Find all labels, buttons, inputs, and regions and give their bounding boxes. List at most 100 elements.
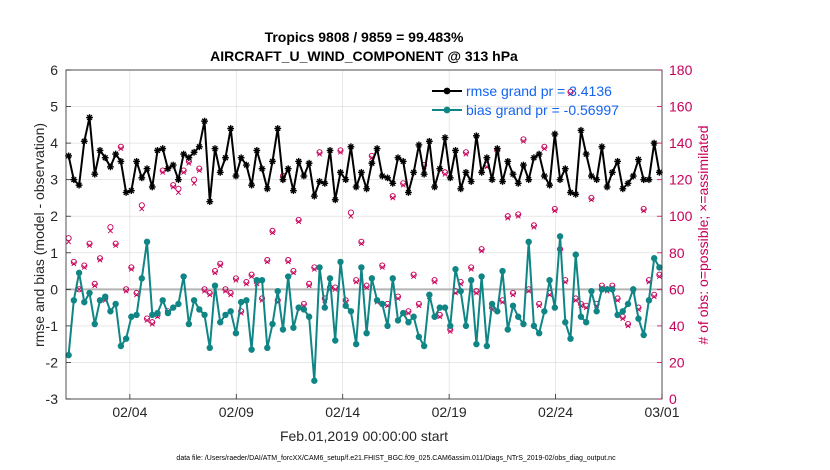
rmse-point <box>420 170 428 178</box>
rmse-point-stroke <box>327 147 333 154</box>
rmse-point <box>175 176 182 184</box>
rmse-point-stroke <box>646 176 652 183</box>
obs-assimilated-point <box>149 321 155 327</box>
y2-tick-label: 160 <box>669 99 693 115</box>
obs-assimilated-stroke <box>296 219 302 225</box>
bias-point <box>515 313 522 320</box>
bias-point <box>91 320 98 328</box>
bias-point <box>520 320 527 328</box>
rmse-point <box>478 168 486 176</box>
bias-point <box>635 315 642 322</box>
bias-point <box>143 238 151 246</box>
rmse-point-stroke <box>97 147 103 154</box>
obs-assimilated-point <box>364 284 370 291</box>
obs-assimilated-stroke <box>160 169 166 175</box>
bias-point <box>122 335 130 342</box>
legend-bias-label: bias grand pr = -0.56997 <box>466 102 619 118</box>
obs-possible-point <box>259 295 266 302</box>
bias-point <box>305 313 313 320</box>
rmse-point-stroke <box>253 147 260 154</box>
obs-possible-point <box>551 205 558 212</box>
rmse-point <box>295 157 303 165</box>
rmse-point <box>467 178 475 185</box>
bias-point <box>232 330 240 337</box>
obs-possible-point <box>588 194 595 201</box>
rmse-point-stroke <box>499 178 506 185</box>
rmse-point <box>363 185 371 193</box>
bias-point <box>504 326 511 333</box>
chart-title: Tropics 9808 / 9859 = 99.483% <box>265 29 464 45</box>
rmse-point <box>75 181 83 189</box>
obs-possible-point <box>468 264 475 271</box>
obs-assimilated-point <box>118 146 124 152</box>
rmse-point <box>216 168 224 176</box>
rmse-point-stroke <box>222 154 229 161</box>
obs-assimilated-point <box>500 299 506 305</box>
rmse-point <box>290 187 297 195</box>
rmse-point-stroke <box>489 176 495 183</box>
rmse-point <box>300 172 308 180</box>
rmse-point-stroke <box>572 191 579 198</box>
obs-possible-point <box>243 278 250 286</box>
obs-possible-point <box>363 282 370 289</box>
obs-assimilated-stroke <box>390 195 396 201</box>
obs-assimilated-point <box>573 297 579 303</box>
x-tick-label: 03/01 <box>644 404 679 420</box>
obs-possible-point <box>227 289 234 297</box>
rmse-point <box>608 168 616 176</box>
rmse-point <box>425 137 433 145</box>
rmse-point-stroke <box>379 173 386 179</box>
bias-point <box>415 333 423 341</box>
rmse-point <box>269 157 276 165</box>
rmse-point-stroke <box>457 185 464 192</box>
obs-assimilated-stroke <box>515 213 521 219</box>
obs-possible-point <box>112 240 119 247</box>
plot-area: -3-2-1012345602040608010012014016018002/… <box>46 62 693 420</box>
rmse-point-stroke <box>635 156 642 163</box>
rmse-point <box>159 145 167 152</box>
obs-assimilated-point <box>317 151 323 157</box>
y2-tick-label: 100 <box>669 208 693 224</box>
obs-assimilated-stroke <box>228 292 234 298</box>
obs-assimilated-point <box>170 184 176 190</box>
rmse-point <box>405 189 412 196</box>
bias-point <box>169 304 177 311</box>
rmse-point-stroke <box>468 178 475 185</box>
obs-assimilated-point <box>400 182 406 188</box>
rmse-point-stroke <box>557 176 563 183</box>
rmse-point-stroke <box>112 151 119 157</box>
obs-assimilated-point <box>113 242 119 248</box>
bias-point <box>384 322 391 330</box>
rmse-point <box>211 145 219 152</box>
bias-point <box>295 304 302 311</box>
y-tick-label: 4 <box>50 135 58 151</box>
bias-point <box>410 313 417 320</box>
obs-possible-point <box>295 216 302 223</box>
rmse-point-stroke <box>374 145 380 152</box>
y-tick-label: 2 <box>50 208 58 224</box>
bias-point <box>112 300 119 308</box>
rmse-point-stroke <box>149 184 156 190</box>
obs-assimilated-stroke <box>97 257 103 263</box>
obs-assimilated-stroke <box>113 242 119 248</box>
bias-point <box>290 324 297 331</box>
rmse-point <box>201 117 208 125</box>
x-tick-label: 02/24 <box>538 404 573 420</box>
obs-possible-point <box>624 321 632 328</box>
rmse-point-stroke <box>118 158 124 165</box>
obs-possible-point <box>107 224 114 231</box>
bias-point <box>274 287 281 295</box>
bias-point <box>457 287 464 295</box>
obs-assimilated-point <box>71 261 77 267</box>
rmse-point <box>117 157 125 165</box>
rmse-point <box>274 125 282 132</box>
y2-axis-label: # of obs: o=possible; ×=assimilated <box>695 125 711 344</box>
obs-assimilated-point <box>139 206 145 212</box>
obs-possible-point <box>405 308 412 315</box>
obs-assimilated-point <box>651 294 657 300</box>
rmse-point-stroke <box>170 162 177 168</box>
obs-possible-point <box>379 262 386 269</box>
bias-point <box>154 309 161 317</box>
rmse-point <box>446 174 454 182</box>
rmse-point-stroke <box>588 173 595 179</box>
